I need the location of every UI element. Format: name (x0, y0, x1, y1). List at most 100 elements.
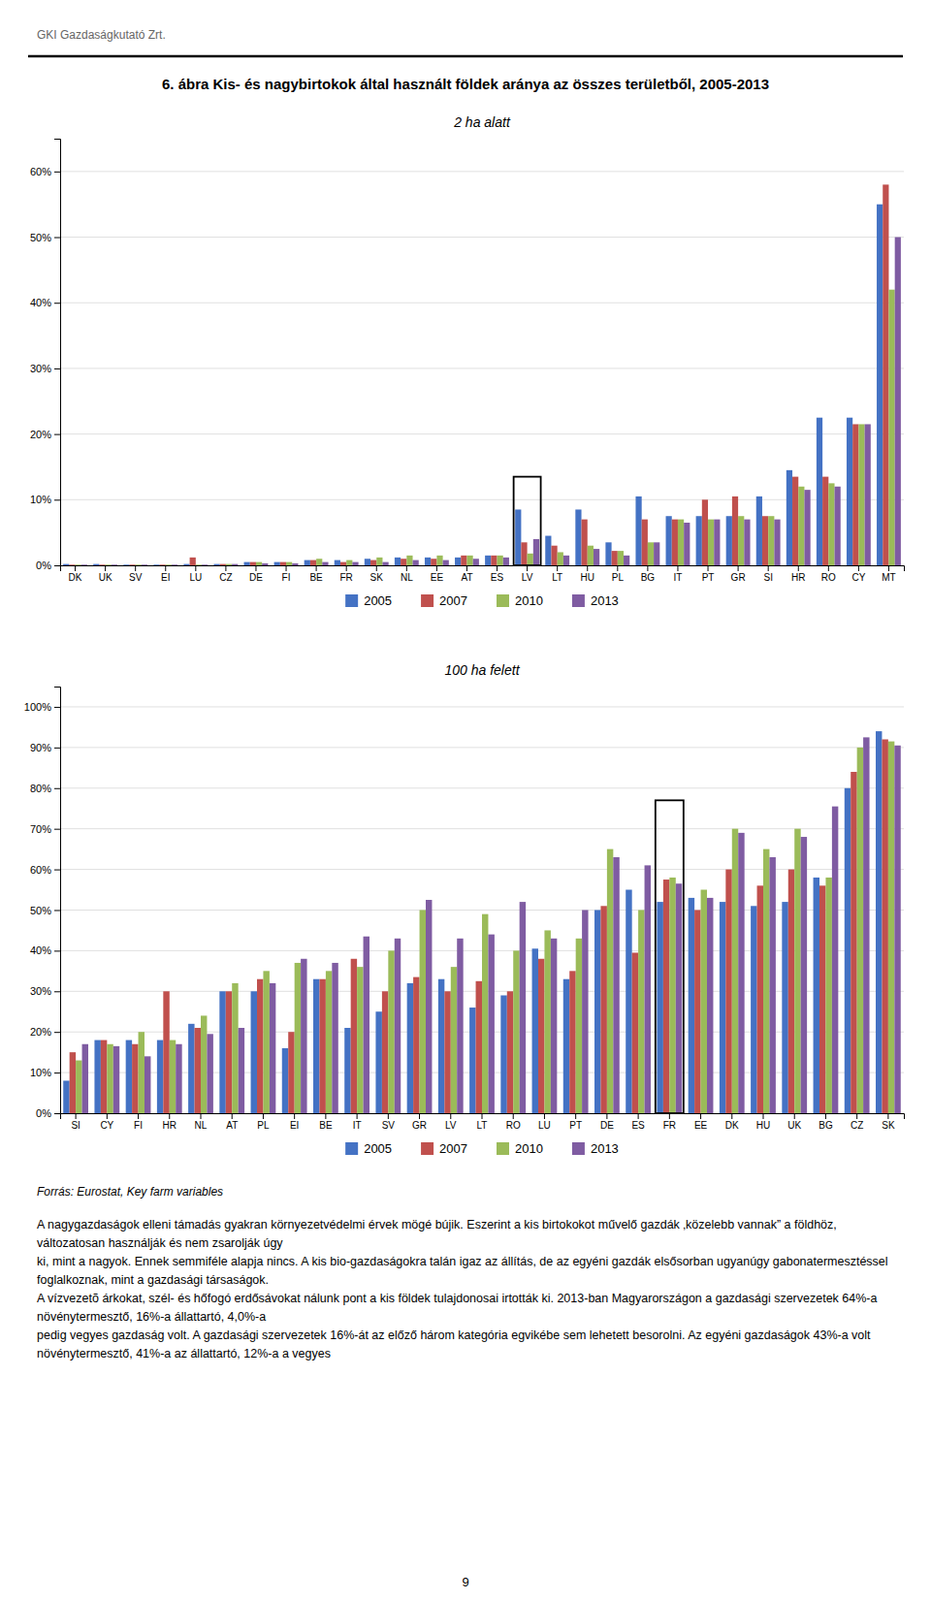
bar (550, 545, 557, 566)
chart: 0%10%20%30%40%50%60%70%80%90%100%SICYFIH… (24, 687, 905, 1132)
y-tick-label: 40% (30, 944, 52, 957)
body-text: ki, mint a nagyok. Ennek semmiféle alapj… (36, 1254, 889, 1287)
x-tick: HU (756, 1113, 771, 1131)
bar (545, 536, 551, 566)
header-rule (28, 55, 903, 59)
bar (803, 489, 810, 566)
bar (500, 995, 507, 1114)
grid-line (60, 706, 904, 707)
bar (865, 423, 871, 566)
bar (387, 950, 394, 1114)
x-tick: DE (249, 565, 263, 583)
bar (819, 885, 826, 1114)
x-tick-mark (825, 1113, 827, 1120)
x-tick: FR (340, 565, 354, 583)
x-tick: NL (400, 565, 414, 583)
x-tick: BE (319, 1113, 333, 1131)
y-tick: 10% (30, 493, 61, 506)
legend-label: 2013 (590, 1141, 619, 1156)
bar (144, 1056, 151, 1114)
bar (605, 542, 611, 566)
x-tick: UK (98, 565, 113, 583)
bar (356, 966, 363, 1114)
bar (647, 542, 654, 566)
y-tick-mark (54, 565, 61, 567)
x-tick-mark (798, 565, 800, 572)
x-tick-mark (316, 565, 318, 572)
bar (123, 564, 129, 566)
bar (538, 959, 545, 1114)
y-tick: 20% (30, 1026, 61, 1038)
x-tick-label: SK (881, 1120, 896, 1131)
x-tick-mark (513, 1113, 514, 1120)
x-tick-mark (731, 1113, 733, 1120)
legend-label: 2007 (439, 1141, 468, 1156)
bar (162, 991, 169, 1114)
bar (382, 991, 388, 1114)
legend-swatch (345, 594, 358, 608)
bar-series (81, 237, 901, 566)
x-tick: RO (506, 1113, 521, 1131)
bar (669, 877, 675, 1114)
highlight-box (655, 800, 684, 1114)
x-tick: SI (763, 565, 772, 583)
bar (550, 938, 557, 1114)
x-tick-label: DK (725, 1120, 739, 1131)
x-tick-mark (134, 565, 136, 572)
bar (822, 477, 829, 566)
header-text: GKI Gazdaságkutató Zrt. (36, 28, 166, 42)
bar (834, 486, 841, 566)
x-tick-mark (700, 1113, 702, 1120)
bar (438, 979, 445, 1114)
canvas: GKI Gazdaságkutató Zrt.6. ábra Kis- és n… (0, 0, 931, 1600)
x-tick-mark (164, 565, 166, 572)
x-tick-label: PT (569, 1120, 582, 1131)
bar (617, 550, 624, 566)
bar (460, 555, 467, 566)
bar (424, 557, 431, 566)
y-tick-label: 0% (35, 559, 52, 572)
x-tick-mark (828, 565, 830, 572)
y-tick-label: 40% (30, 296, 52, 309)
bar (75, 1060, 82, 1114)
bar (612, 857, 619, 1114)
bar-series (63, 731, 882, 1114)
bar (394, 557, 401, 566)
x-tick: NL (194, 1113, 208, 1131)
x-tick-mark (224, 565, 226, 572)
x-tick-mark (168, 1113, 170, 1120)
y-tick-label: 50% (30, 903, 52, 916)
y-tick-mark (54, 706, 61, 708)
x-tick: DK (725, 1113, 739, 1131)
y-tick-label: 70% (30, 823, 52, 835)
bar (750, 905, 757, 1114)
bar (262, 970, 269, 1114)
y-tick-mark (54, 1072, 61, 1074)
x-tick-mark (324, 1113, 326, 1120)
bar (611, 550, 618, 566)
bar (269, 983, 276, 1114)
x-tick-label: FR (663, 1120, 676, 1131)
bar (696, 515, 703, 566)
x-tick-label: BG (818, 1120, 834, 1131)
x-tick-label: LT (477, 1120, 488, 1131)
x-tick: EI (160, 565, 170, 583)
bar (113, 1046, 120, 1114)
y-axis-line (54, 139, 62, 567)
x-tick: LV (521, 565, 534, 583)
page: GKI Gazdaságkutató Zrt.6. ábra Kis- és n… (0, 0, 931, 1600)
bar (481, 914, 488, 1114)
bar (653, 542, 660, 566)
x-tick-mark (707, 565, 709, 572)
x-tick-mark (436, 565, 438, 572)
bar (346, 560, 353, 566)
bar (563, 555, 570, 566)
plot-area (63, 184, 901, 566)
grid-line (60, 868, 904, 870)
x-tick: EE (430, 565, 445, 583)
x-tick-label: FI (133, 1120, 143, 1131)
x-tick-label: FI (282, 572, 291, 583)
legend-label: 2005 (363, 1141, 392, 1156)
x-tick-label: AT (460, 572, 473, 583)
bar (244, 562, 251, 566)
